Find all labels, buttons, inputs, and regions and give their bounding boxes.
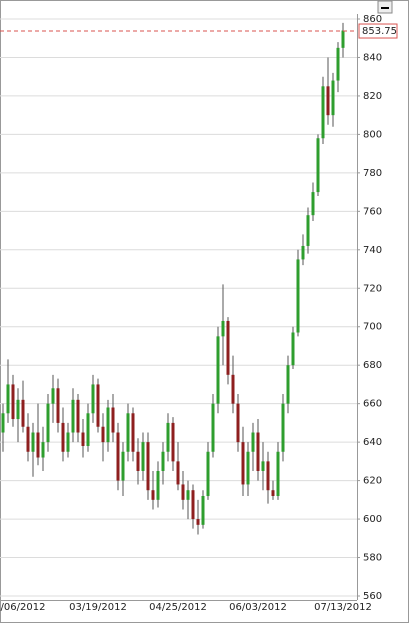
candle-body xyxy=(201,495,205,525)
candle-body xyxy=(101,426,105,443)
y-tick-label: 580 xyxy=(363,553,382,564)
candle-body xyxy=(266,461,270,491)
candle-body xyxy=(256,432,260,471)
candle-body xyxy=(181,484,185,500)
candle-body xyxy=(191,490,195,520)
candle-body xyxy=(156,470,160,500)
candle-body xyxy=(276,451,280,496)
candle-body xyxy=(326,86,330,116)
candle-body xyxy=(86,413,90,446)
candle-body xyxy=(271,490,275,496)
candle-body xyxy=(221,320,225,337)
y-tick-label: 640 xyxy=(363,437,382,448)
candle-body xyxy=(316,138,320,193)
candle-body xyxy=(306,215,310,246)
y-tick-label: 560 xyxy=(363,591,382,602)
candle-body xyxy=(241,442,245,485)
candle-body xyxy=(141,442,145,471)
candle-body xyxy=(151,490,155,500)
candle-body xyxy=(171,422,175,462)
candle-body xyxy=(301,245,305,260)
candle-body xyxy=(116,432,120,481)
candle-body xyxy=(96,384,100,427)
candle-body xyxy=(176,461,180,485)
candle-body xyxy=(61,422,65,452)
x-tick-label: /06/2012 xyxy=(1,602,46,613)
y-tick-label: 840 xyxy=(363,52,382,63)
candle-body xyxy=(236,403,240,443)
candle-body xyxy=(91,384,95,414)
candle-body xyxy=(56,388,60,423)
candle-body xyxy=(66,432,70,452)
candle-body xyxy=(246,451,250,485)
candle-body xyxy=(186,490,190,500)
y-tick-label: 620 xyxy=(363,476,382,487)
y-tick-label: 760 xyxy=(363,206,382,217)
y-tick-label: 780 xyxy=(363,168,382,179)
candle-body xyxy=(51,388,55,404)
candle-body xyxy=(71,399,75,433)
candle-body xyxy=(21,399,25,427)
candle-body xyxy=(166,422,170,452)
candle-body xyxy=(36,432,40,458)
candle-body xyxy=(111,407,115,433)
candle-body xyxy=(286,365,290,404)
y-tick-label: 800 xyxy=(363,129,382,140)
candle-body xyxy=(216,336,220,404)
y-tick-label: 660 xyxy=(363,399,382,410)
y-tick-label: 860 xyxy=(363,14,382,25)
y-tick-label: 820 xyxy=(363,91,382,102)
candle-body xyxy=(46,403,50,443)
candle-body xyxy=(311,192,315,216)
candle-body xyxy=(16,399,20,420)
y-tick-label: 720 xyxy=(363,283,382,294)
candle-body xyxy=(76,399,80,433)
candle-body xyxy=(226,320,230,375)
candle-body xyxy=(81,432,85,446)
candle-body xyxy=(341,30,345,48)
candle-body xyxy=(336,47,340,81)
candle-body xyxy=(6,384,10,414)
candle-body xyxy=(211,403,215,452)
candle-body xyxy=(41,442,45,458)
y-tick-label: 680 xyxy=(363,360,382,371)
candle-body xyxy=(106,407,110,443)
candle-body xyxy=(161,451,165,471)
reference-label-box xyxy=(358,23,398,39)
candle-body xyxy=(261,461,265,471)
candle-body xyxy=(291,332,295,366)
candle-body xyxy=(131,413,135,452)
y-tick-label: 700 xyxy=(363,322,382,333)
candle-body xyxy=(281,403,285,452)
candle-body xyxy=(31,432,35,452)
candle-body xyxy=(121,451,125,481)
candle-body xyxy=(11,384,15,420)
candle-body xyxy=(26,426,30,452)
candle-body xyxy=(331,80,335,116)
candle-body xyxy=(321,86,325,139)
x-tick-label: 06/03/2012 xyxy=(229,602,287,613)
x-tick-label: 04/25/2012 xyxy=(149,602,207,613)
candle-body xyxy=(251,432,255,452)
x-tick-label: 03/19/2012 xyxy=(69,602,127,613)
candle-body xyxy=(1,413,5,433)
candle-body xyxy=(196,519,200,525)
candle-body xyxy=(126,413,130,452)
candle-body xyxy=(296,259,300,333)
y-tick-label: 740 xyxy=(363,245,382,256)
y-tick-label: 600 xyxy=(363,514,382,525)
candle-body xyxy=(136,451,140,471)
reference-label: 853.75 xyxy=(362,26,397,37)
candle-body xyxy=(206,451,210,496)
candle-body xyxy=(231,374,235,404)
x-tick-label: 07/13/2012 xyxy=(314,602,372,613)
candle-body xyxy=(146,442,150,491)
